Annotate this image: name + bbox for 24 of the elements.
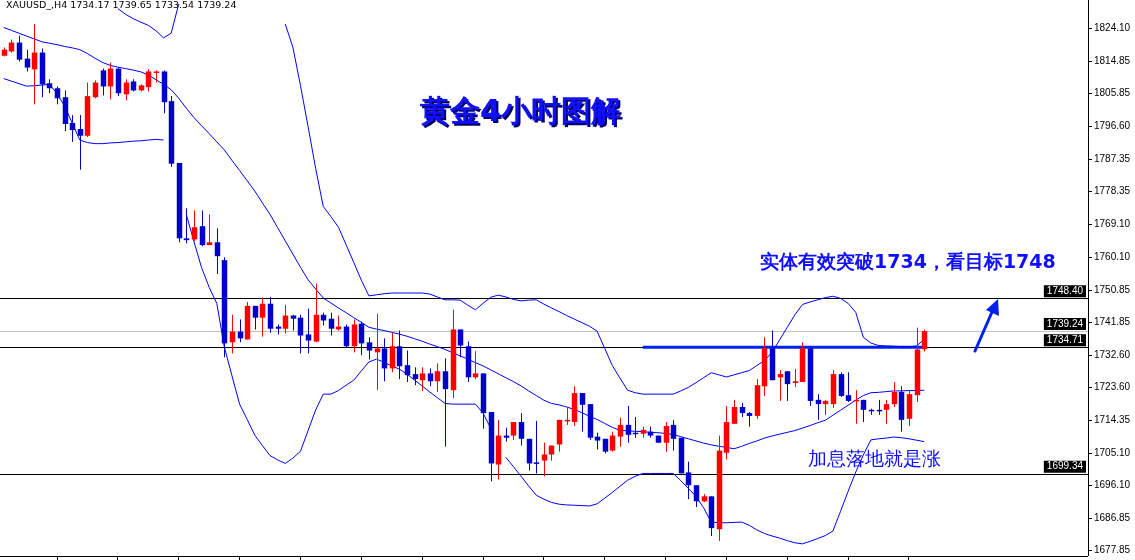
y-tick-label: 1686.85 <box>1094 512 1131 524</box>
y-tick-label: 1750.85 <box>1094 284 1131 296</box>
y-tick-label: 1769.10 <box>1094 218 1131 230</box>
ref-line-label: 1734.71 <box>1046 334 1084 346</box>
y-tick-label: 1732.60 <box>1094 349 1131 361</box>
y-tick-label: 1824.10 <box>1094 22 1131 34</box>
y-tick-label: 1760.10 <box>1094 251 1131 263</box>
y-tick-label: 1677.85 <box>1094 544 1131 556</box>
ref-line-label: 1748.40 <box>1046 285 1084 297</box>
annotation: 实体有效突破1734，看目标1748 <box>760 250 1056 272</box>
y-tick-label: 1696.10 <box>1094 479 1131 491</box>
y-tick-label: 1714.35 <box>1094 414 1131 426</box>
annotation: XAUUSD_,H4 1734.17 1739.65 1733.54 1739.24 <box>6 0 237 11</box>
ref-line-label: 1699.34 <box>1046 460 1084 472</box>
y-tick-label: 1741.85 <box>1094 316 1131 328</box>
y-tick-label: 1787.35 <box>1094 153 1131 165</box>
y-tick-label: 1705.10 <box>1094 447 1131 459</box>
y-tick-label: 1723.60 <box>1094 381 1131 393</box>
ref-line-label: 1739.24 <box>1046 317 1084 329</box>
y-tick-label: 1814.85 <box>1094 55 1131 67</box>
y-tick-label: 1778.35 <box>1094 185 1131 197</box>
y-tick-label: 1805.85 <box>1094 87 1131 99</box>
text: 黄金4小时图解 <box>420 93 621 128</box>
y-tick-label: 1796.60 <box>1094 120 1131 132</box>
